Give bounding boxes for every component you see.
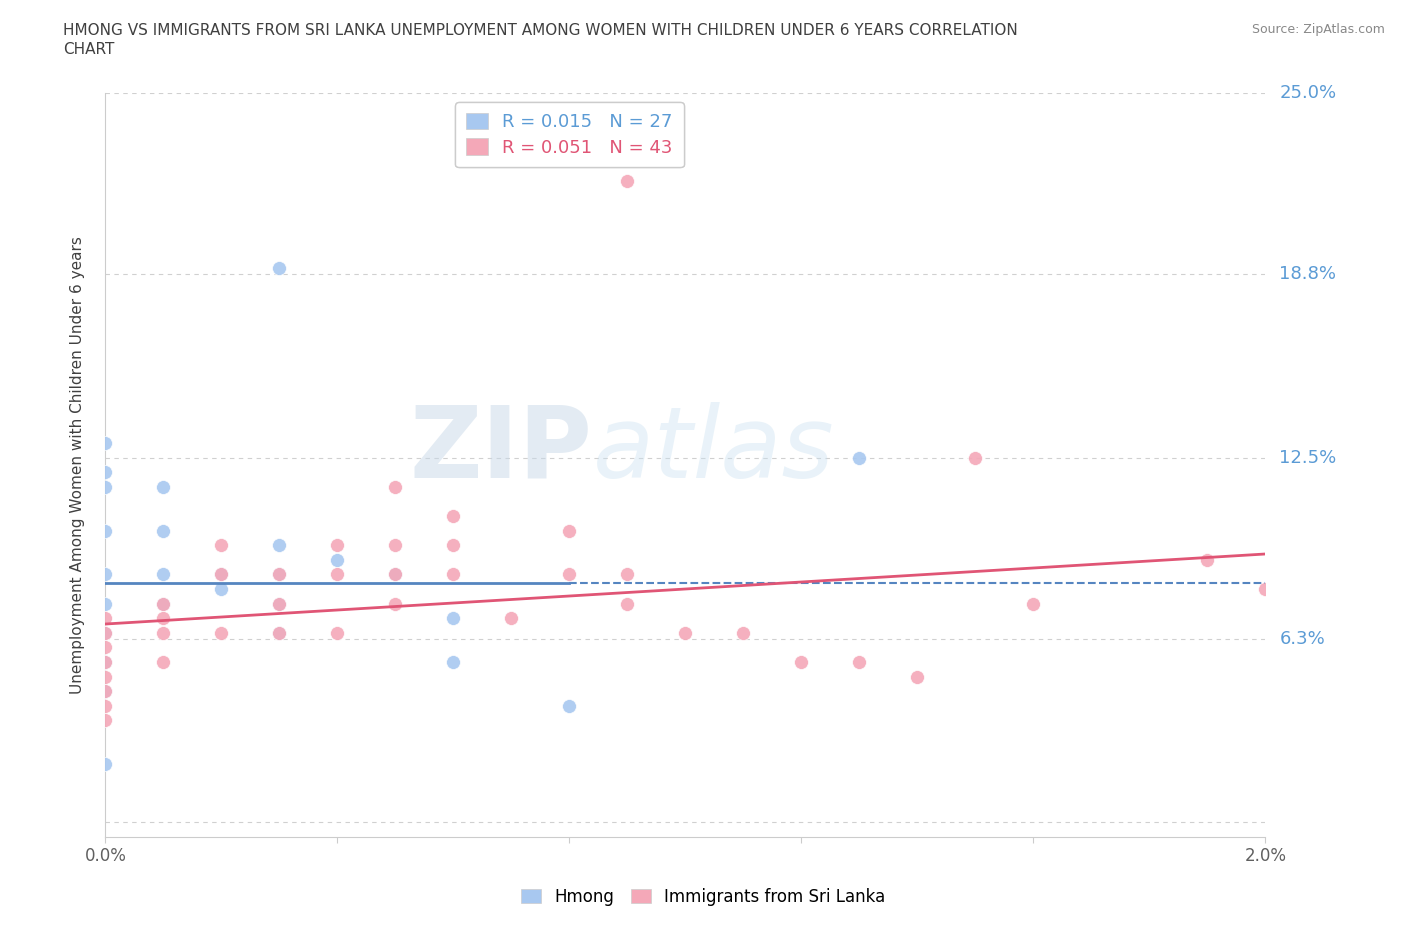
Point: [269, 596, 291, 611]
Point: [94, 567, 117, 582]
Point: [1197, 552, 1219, 567]
Point: [269, 567, 291, 582]
Point: [269, 260, 291, 275]
Point: [848, 450, 870, 465]
Point: [384, 567, 406, 582]
Point: [152, 611, 174, 626]
Point: [94, 524, 117, 538]
Point: [152, 524, 174, 538]
Point: [211, 538, 233, 552]
Point: [94, 435, 117, 450]
Point: [501, 611, 523, 626]
Point: [94, 611, 117, 626]
Point: [558, 567, 581, 582]
Point: [675, 625, 697, 640]
Point: [94, 640, 117, 655]
Point: [211, 581, 233, 596]
Legend: R = 0.015   N = 27, R = 0.051   N = 43: R = 0.015 N = 27, R = 0.051 N = 43: [456, 102, 683, 167]
Point: [790, 655, 813, 670]
Point: [94, 698, 117, 713]
Point: [326, 625, 349, 640]
Point: [94, 625, 117, 640]
Point: [152, 655, 174, 670]
Point: [94, 465, 117, 480]
Text: HMONG VS IMMIGRANTS FROM SRI LANKA UNEMPLOYMENT AMONG WOMEN WITH CHILDREN UNDER : HMONG VS IMMIGRANTS FROM SRI LANKA UNEMP…: [63, 23, 1018, 38]
Point: [441, 509, 464, 524]
Point: [1254, 581, 1277, 596]
Point: [558, 698, 581, 713]
Point: [907, 669, 929, 684]
Point: [94, 684, 117, 698]
Point: [94, 625, 117, 640]
Point: [616, 567, 638, 582]
Point: [269, 538, 291, 552]
Point: [211, 567, 233, 582]
Point: [94, 596, 117, 611]
Text: 18.8%: 18.8%: [1279, 265, 1336, 283]
Text: CHART: CHART: [63, 42, 115, 57]
Point: [384, 480, 406, 495]
Point: [269, 567, 291, 582]
Point: [326, 552, 349, 567]
Point: [152, 567, 174, 582]
Text: ZIP: ZIP: [409, 402, 593, 498]
Y-axis label: Unemployment Among Women with Children Under 6 years: Unemployment Among Women with Children U…: [70, 236, 84, 694]
Point: [94, 669, 117, 684]
Point: [616, 596, 638, 611]
Point: [441, 611, 464, 626]
Point: [441, 567, 464, 582]
Point: [848, 655, 870, 670]
Point: [211, 567, 233, 582]
Point: [441, 538, 464, 552]
Point: [326, 538, 349, 552]
Point: [152, 596, 174, 611]
Point: [94, 757, 117, 772]
Point: [384, 596, 406, 611]
Point: [269, 596, 291, 611]
Text: 12.5%: 12.5%: [1279, 448, 1337, 467]
Point: [616, 173, 638, 188]
Point: [558, 524, 581, 538]
Point: [211, 625, 233, 640]
Point: [94, 655, 117, 670]
Legend: Hmong, Immigrants from Sri Lanka: Hmong, Immigrants from Sri Lanka: [515, 881, 891, 912]
Point: [384, 567, 406, 582]
Point: [1022, 596, 1045, 611]
Text: 25.0%: 25.0%: [1279, 84, 1337, 102]
Point: [269, 625, 291, 640]
Point: [733, 625, 755, 640]
Text: atlas: atlas: [593, 402, 834, 498]
Point: [326, 567, 349, 582]
Point: [965, 450, 987, 465]
Point: [94, 655, 117, 670]
Text: 6.3%: 6.3%: [1279, 630, 1324, 647]
Point: [152, 625, 174, 640]
Point: [152, 596, 174, 611]
Text: Source: ZipAtlas.com: Source: ZipAtlas.com: [1251, 23, 1385, 36]
Point: [94, 713, 117, 728]
Point: [384, 538, 406, 552]
Point: [152, 480, 174, 495]
Point: [269, 625, 291, 640]
Point: [94, 480, 117, 495]
Point: [94, 684, 117, 698]
Point: [441, 655, 464, 670]
